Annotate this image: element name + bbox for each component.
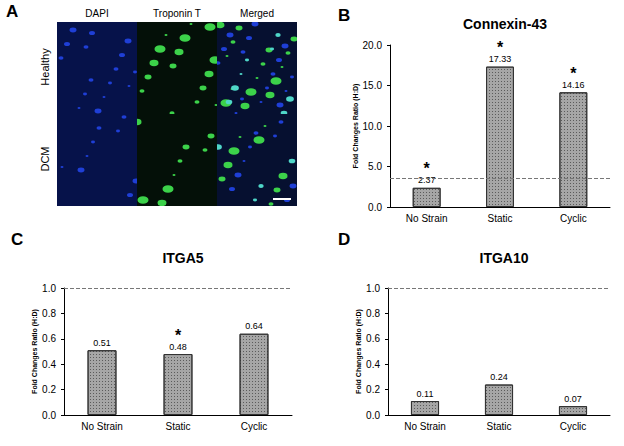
svg-text:Cyclic: Cyclic <box>241 421 268 432</box>
html-text:Troponin T: Troponin T <box>153 8 201 19</box>
svg-text:0.6: 0.6 <box>42 333 56 344</box>
svg-text:0.24: 0.24 <box>490 372 508 382</box>
svg-text:Cyclic: Cyclic <box>560 213 587 224</box>
svg-text:0.11: 0.11 <box>417 389 434 399</box>
svg-text:2.37: 2.37 <box>418 175 436 185</box>
svg-text:Static: Static <box>165 421 190 432</box>
svg-text:Static: Static <box>487 213 512 224</box>
svg-text:Connexin-43: Connexin-43 <box>463 16 547 32</box>
svg-text:0.0: 0.0 <box>42 410 56 421</box>
svg-text:0.6: 0.6 <box>366 333 380 344</box>
svg-text:0.0: 0.0 <box>368 202 382 213</box>
html-text:DAPI: DAPI <box>85 8 109 19</box>
svg-text:14.16: 14.16 <box>562 80 585 90</box>
svg-text:0.64: 0.64 <box>245 321 263 331</box>
svg-text:No Strain: No Strain <box>81 421 123 432</box>
svg-text:0.51: 0.51 <box>93 338 111 348</box>
svg-text:Fold Changes Ratio (H:D): Fold Changes Ratio (H:D) <box>352 84 360 169</box>
svg-text:Fold Changes Ratio (H:D): Fold Changes Ratio (H:D) <box>355 309 363 394</box>
svg-text:10.0: 10.0 <box>363 121 383 132</box>
svg-text:0.4: 0.4 <box>42 359 56 370</box>
svg-text:Fold Changes Ratio (H:D): Fold Changes Ratio (H:D) <box>31 309 39 394</box>
html-text:DCM: DCM <box>39 146 51 172</box>
html-text:A: A <box>6 2 19 21</box>
svg-text:ITGA5: ITGA5 <box>162 250 203 266</box>
svg-text:0.8: 0.8 <box>42 308 56 319</box>
svg-text:C: C <box>11 230 23 249</box>
svg-text:Cyclic: Cyclic <box>560 421 587 432</box>
svg-text:D: D <box>338 230 350 249</box>
svg-text:1.0: 1.0 <box>42 283 56 294</box>
svg-text:B: B <box>338 6 350 25</box>
html-text:Healthy: Healthy <box>39 48 51 86</box>
svg-text:0.2: 0.2 <box>366 384 380 395</box>
svg-text:0.07: 0.07 <box>564 394 582 404</box>
svg-text:0.4: 0.4 <box>366 359 380 370</box>
svg-text:1.0: 1.0 <box>366 283 380 294</box>
svg-text:Static: Static <box>486 421 511 432</box>
svg-text:17.33: 17.33 <box>489 54 512 64</box>
svg-text:0.0: 0.0 <box>366 410 380 421</box>
svg-text:15.0: 15.0 <box>363 80 383 91</box>
svg-text:0.2: 0.2 <box>42 384 56 395</box>
svg-text:0.48: 0.48 <box>169 342 187 352</box>
html-text:Merged: Merged <box>240 8 274 19</box>
svg-text:20.0: 20.0 <box>363 40 383 51</box>
svg-text:No Strain: No Strain <box>406 213 448 224</box>
svg-text:0.8: 0.8 <box>366 308 380 319</box>
svg-text:5.0: 5.0 <box>368 161 382 172</box>
svg-text:No Strain: No Strain <box>404 421 446 432</box>
svg-text:ITGA10: ITGA10 <box>479 250 528 266</box>
